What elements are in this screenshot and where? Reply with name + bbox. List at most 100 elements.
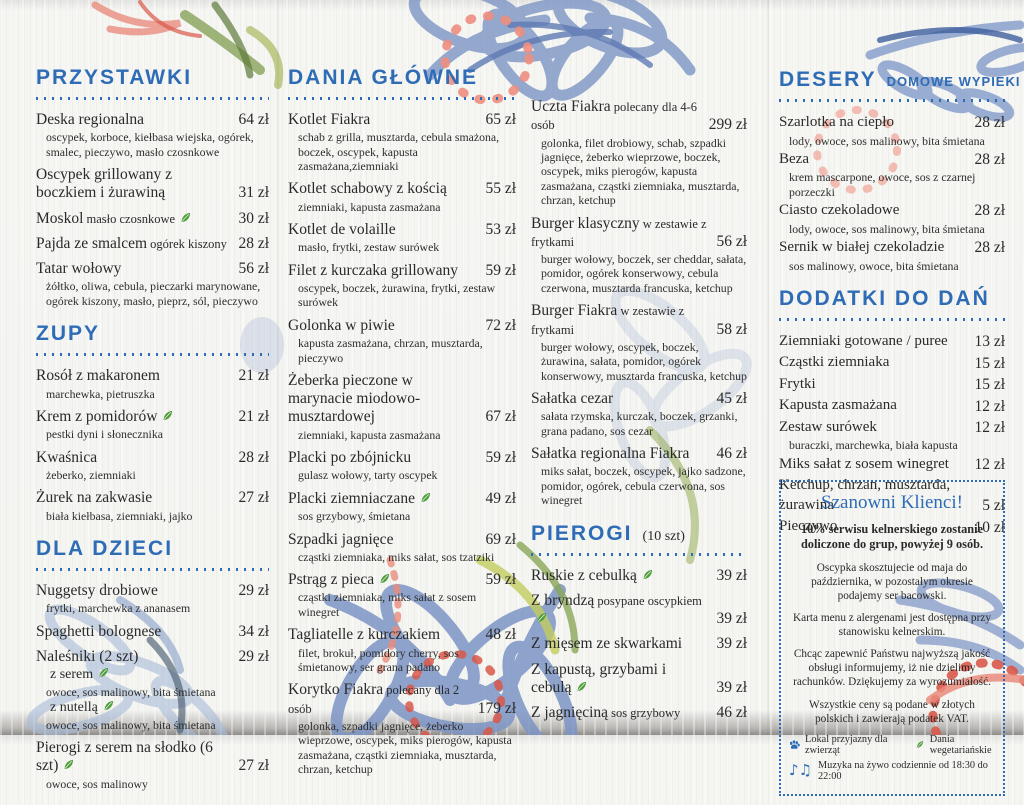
item-price: 39 zł [716, 610, 747, 628]
item-suffix: polecany dla 4-6 osób [531, 100, 698, 133]
menu-item: Pieczywo 10 zł [779, 517, 1005, 537]
menu-item-row: Tagliatelle z kurczakiem 48 zł [288, 626, 516, 644]
item-suffix: sos grzybowy [608, 706, 681, 721]
menu-item: Burger Fiakra w zestawie z frytkami 58 zł… [531, 302, 747, 383]
menu-item: Placki po zbójnicku 59 zł gulasz wołowy, t… [288, 449, 516, 483]
item-name: Krem z pomidorów [36, 408, 230, 426]
item-name: Z jagnięciną sos grzybowy [531, 704, 681, 722]
menu-section: DLA DZIECI Nuggetsy drobiowe 29 zł frytki, … [36, 537, 269, 791]
section-title: ZUPY [36, 322, 101, 346]
item-price: 49 zł [485, 489, 516, 507]
menu-item-row: Kotlet Fiakra 65 zł [288, 111, 516, 129]
item-price: 299 zł [708, 116, 747, 134]
item-name: Ciasto czekoladowe [779, 202, 900, 219]
item-price: 12 zł [974, 456, 1005, 474]
vegetarian-leaf-icon [99, 668, 109, 678]
menu-item-row: Pierogi z serem na słodko (6 szt) 27 zł [36, 739, 269, 776]
menu-item-row: Uczta Fiakra polecany dla 4-6 osób 299 zł [531, 98, 747, 135]
section-title: PRZYSTAWKI [36, 66, 193, 89]
fold-crease-right [767, 0, 769, 735]
section-title: DANIA GŁÓWNE [288, 66, 479, 89]
menu-column-mains-continued: Uczta Fiakra polecany dla 4-6 osób 299 zł… [531, 98, 747, 736]
section-divider [779, 317, 1005, 321]
item-name: Pajda ze smalcem ogórek kiszony [36, 234, 227, 252]
item-description: sałata rzymska, kurczak, boczek, grzanki… [541, 409, 738, 438]
menu-item-row: Miks sałat z sosem winegret 12 zł [779, 455, 1005, 475]
menu-item: Z jagnięciną sos grzybowy 46 zł [531, 704, 747, 722]
item-name: Nuggetsy drobiowe [36, 581, 158, 599]
menu-item-row: Sałatka cezar 45 zł [531, 390, 747, 408]
item-suffix: w zestawie z frytkami [531, 216, 707, 249]
item-price: 10 zł [974, 518, 1005, 536]
menu-item: Kwaśnica 28 zł żeberko, ziemniaki [36, 449, 269, 483]
item-name: Burger klasyczny w zestawie z frytkami [531, 214, 707, 249]
item-description: golonka, filet drobiowy, schab, szpadki … [541, 135, 740, 208]
section-divider [36, 567, 269, 571]
menu-item: Kotlet Fiakra 65 zł schab z grilla, muszta… [288, 111, 516, 173]
menu-item: Kapusta zasmażana 12 zł [779, 396, 1005, 416]
item-name: Sałatka regionalna Fiakra [531, 445, 690, 463]
item-price: 27 zł [238, 757, 269, 775]
item-price: 59 zł [485, 571, 516, 589]
item-description: miks sałat, boczek, oscypek, jajko sadzo… [541, 464, 746, 508]
section-header: DLA DZIECI [36, 537, 269, 561]
item-price: 72 zł [485, 316, 516, 334]
item-price: 15 zł [974, 376, 1005, 394]
section-header: DESERY DOMOWE WYPIEKI [779, 68, 1019, 92]
menu-item-row: Pieczywo 10 zł [779, 517, 1005, 537]
item-price: 28 zł [238, 234, 269, 252]
item-description: lody, owoce, sos malinowy, bita śmietana [789, 133, 985, 148]
item-name: Pierogi z serem na słodko (6 szt) [36, 738, 213, 775]
menu-item-row: Kotlet schabowy z kością 55 zł [288, 180, 516, 198]
item-name: Kotlet schabowy z kością [288, 180, 447, 198]
item-name: Cząstki ziemniaka [779, 354, 890, 371]
menu-item-row: Z mięsem ze skwarkami 39 zł [531, 635, 747, 653]
menu-item: Sałatka cezar 45 zł sałata rzymska, kurcza… [531, 390, 747, 438]
info-box-title: Szanowni Klienci! [821, 492, 963, 513]
item-price: 12 zł [974, 397, 1005, 415]
item-price: 39 zł [716, 678, 747, 696]
item-price: 12 zł [974, 419, 1005, 437]
item-description: biała kiełbasa, ziemniaki, jajko [46, 508, 193, 523]
item-description: burger wołowy, oscypek, boczek, żurawina… [541, 339, 747, 383]
menu-item-row: Szpadki jagnięce 69 zł [288, 531, 516, 549]
menu-item: Beza 28 zł krem mascarpone, owoce, sos z c… [779, 150, 1005, 199]
menu-item: Z kapustą, grzybami i cebulą 39 zł [531, 661, 747, 698]
info-note-allergens: Karta menu z alergenami jest dostępna pr… [792, 612, 992, 639]
item-variant: z serem [50, 666, 269, 684]
item-price: 59 zł [485, 449, 516, 467]
menu-item: Szarlotka na ciepło 28 zł lody, owoce, sos… [779, 113, 1005, 148]
item-description: krem mascarpone, owoce, sos z czarnej po… [789, 170, 976, 199]
menu-item: Spaghetti bolognese 34 zł [36, 623, 269, 641]
section-title: DODATKI DO DAŃ [779, 286, 990, 310]
info-note-prices-vat: Wszystkie ceny są podane w złotych polsk… [809, 698, 975, 725]
menu-item: Z bryndzą posypane oscypkiem 39 zł [531, 592, 747, 629]
section-subtitle: DOMOWE WYPIEKI [886, 74, 1021, 89]
item-description: marchewka, pietruszka [46, 386, 155, 401]
section-title: PIEROGI [531, 521, 633, 545]
menu-item: Moskol masło czosnkowe 30 zł [36, 210, 269, 228]
item-description: oscypek, boczek, żurawina, frytki, zesta… [298, 281, 496, 310]
section-header: DODATKI DO DAŃ [779, 287, 1005, 311]
item-description: golonka, szpadki jagnięce, żeberko wiepr… [298, 718, 512, 777]
item-description: masło, frytki, zestaw surówek [298, 240, 440, 255]
vegetarian-leaf-icon [421, 492, 431, 502]
item-price: 28 zł [974, 202, 1005, 220]
menu-item-row: Krem z pomidorów 21 zł [36, 408, 269, 426]
menu-section: Uczta Fiakra polecany dla 4-6 osób 299 zł… [531, 98, 747, 508]
item-price: 29 zł [238, 647, 269, 665]
item-name: Tagliatelle z kurczakiem [288, 626, 441, 644]
vegetarian-leaf-icon [181, 212, 191, 222]
menu-item: Uczta Fiakra polecany dla 4-6 osób 299 zł… [531, 98, 747, 208]
menu-item-row: Ciasto czekoladowe 28 zł [779, 201, 1005, 221]
item-price: 58 zł [716, 320, 747, 338]
section-divider [36, 97, 269, 100]
section-divider [779, 99, 1005, 102]
item-name: Korytko Fiakra polecany dla 2 osób [288, 681, 460, 716]
item-name: Uczta Fiakra polecany dla 4-6 osób [531, 98, 698, 133]
fold-crease-left [277, 0, 279, 735]
menu-item-row: Burger klasyczny w zestawie z frytkami 56… [531, 215, 747, 252]
item-price: 59 zł [485, 261, 516, 279]
item-name: Filet z kurczaka grillowany [288, 261, 459, 279]
menu-item-row: Kapusta zasmażana 12 zł [779, 396, 1005, 416]
